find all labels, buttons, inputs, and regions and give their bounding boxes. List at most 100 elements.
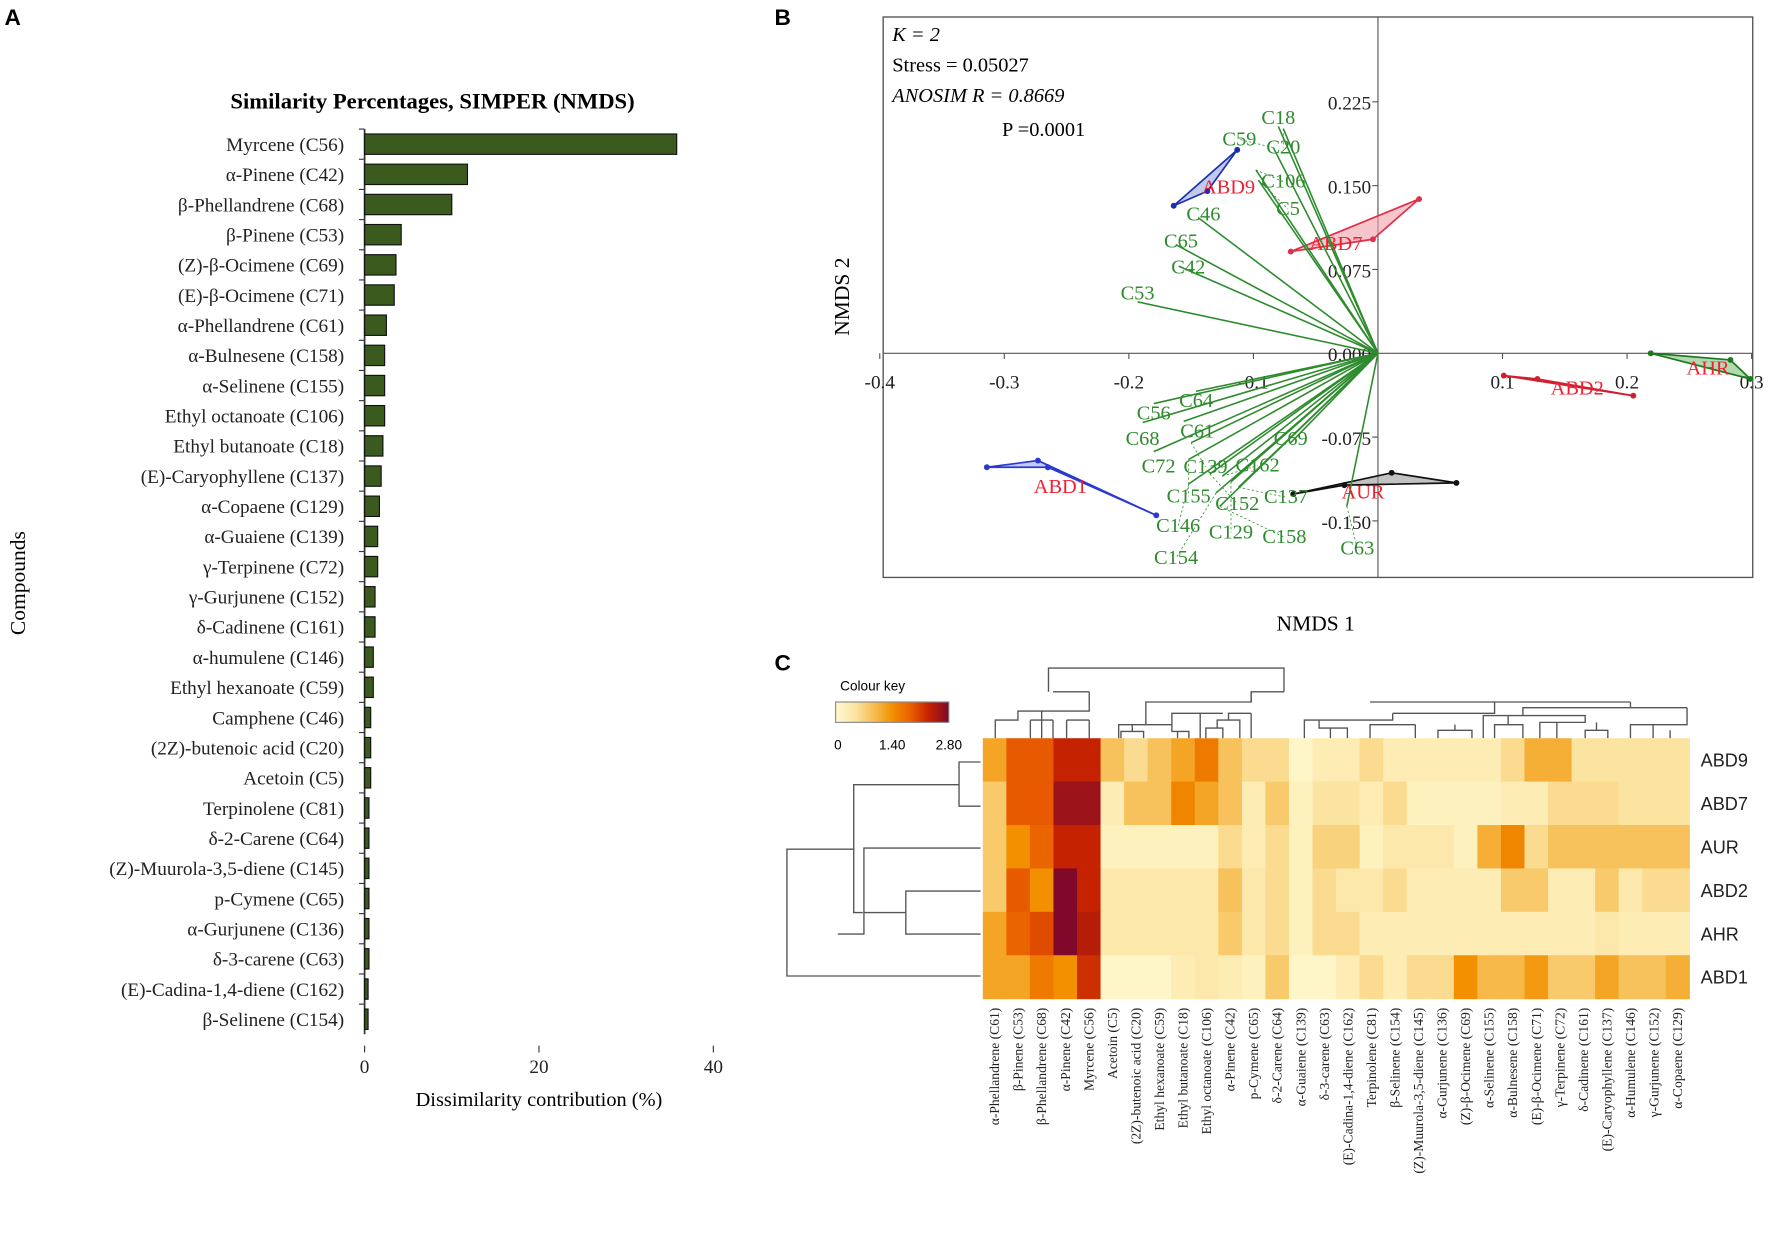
vector-label: C65 — [1164, 230, 1198, 252]
heatmap-cell — [1265, 911, 1290, 956]
heatmap-cell — [1430, 825, 1455, 869]
bar-label: δ-2-Carene (C64) — [209, 829, 345, 850]
heatmap-cell — [1524, 781, 1549, 826]
heatmap-cell — [1336, 738, 1361, 783]
label-leader-line — [1238, 486, 1287, 498]
heatmap-cell — [1312, 955, 1337, 1000]
bar-label: α-Pinene (C42) — [226, 165, 345, 186]
loading-vector — [1153, 352, 1379, 405]
group-label: ABD2 — [1551, 378, 1604, 400]
loading-vector — [1142, 352, 1379, 424]
heatmap-cell — [1477, 825, 1502, 869]
heatmap-column-label: δ-3-carene (C63) — [1317, 1008, 1333, 1101]
bar — [364, 887, 370, 910]
bar-label: α-Gurjunene (C136) — [187, 919, 344, 940]
vector-label: C18 — [1261, 107, 1295, 129]
vector-label: C137 — [1264, 486, 1308, 508]
heatmap-cell — [1571, 738, 1596, 783]
vector-label: C152 — [1215, 493, 1259, 515]
vector-label: C155 — [1167, 485, 1211, 507]
bar — [364, 827, 370, 849]
heatmap-cell — [1077, 911, 1102, 956]
heatmap-column-label: Ethyl butanoate (C18) — [1176, 1008, 1192, 1129]
heatmap-cell — [1171, 955, 1196, 1000]
heatmap-cell — [1595, 825, 1620, 869]
bar-label: α-Selinene (C155) — [202, 376, 344, 397]
vector-label: C64 — [1179, 390, 1213, 412]
sample-point — [1647, 350, 1654, 357]
heatmap-cell — [1642, 955, 1667, 1000]
heatmap-cell — [1406, 911, 1431, 956]
heatmap-cell — [1642, 738, 1667, 783]
bar — [364, 797, 370, 819]
heatmap-cell — [1077, 781, 1102, 826]
heatmap-cell — [1029, 868, 1055, 913]
loading-vector — [1198, 217, 1379, 354]
heatmap-cell — [1288, 955, 1314, 1000]
heatmap-cell — [1430, 955, 1455, 1000]
x-tick-label: 0.2 — [1615, 372, 1639, 393]
panel-letter-b: B — [774, 5, 790, 30]
column-dendrogram — [994, 667, 1688, 739]
label-leader-line — [1209, 473, 1238, 505]
bar-label: Ethyl hexanoate (C59) — [170, 678, 344, 699]
heatmap-row-label: AHR — [1701, 924, 1739, 944]
sample-point — [983, 464, 990, 471]
heatmap-cell — [1383, 955, 1408, 1000]
y-tick-label: -0.150 — [1321, 513, 1371, 534]
heatmap-column-label: (E)-β-Ocimene (C71) — [1529, 1008, 1545, 1125]
heatmap-column-label: α-Humulene (C146) — [1623, 1008, 1639, 1118]
heatmap-cell — [1288, 868, 1314, 913]
loading-vector — [1257, 179, 1379, 354]
x-tick-label: 40 — [704, 1057, 723, 1078]
heatmap-cell — [982, 911, 1007, 956]
heatmap-cell — [1665, 738, 1690, 783]
nmds-xlabel: NMDS 1 — [1277, 612, 1355, 636]
heatmap-cell — [1500, 911, 1526, 956]
heatmap-cell — [1383, 868, 1408, 913]
heatmap-cell — [982, 825, 1007, 869]
heatmap-cell — [1171, 868, 1196, 913]
heatmap-cell — [1124, 738, 1149, 783]
bar — [364, 193, 453, 216]
sample-point — [1500, 372, 1507, 379]
heatmap-cell — [1642, 781, 1667, 826]
bar-label: Acetoin (C5) — [243, 769, 344, 790]
group-label: ABD7 — [1309, 233, 1362, 255]
vector-label: C146 — [1156, 515, 1200, 537]
heatmap-cell — [1477, 781, 1502, 826]
bar-label: Myrcene (C56) — [226, 135, 344, 156]
heatmap-cell — [1359, 738, 1384, 783]
heatmap-cell — [1147, 825, 1172, 869]
heatmap-cell — [1171, 911, 1196, 956]
heatmap-cell — [1288, 781, 1314, 826]
bar — [364, 917, 370, 940]
bar — [364, 525, 379, 548]
heatmap-cell — [1171, 781, 1196, 826]
heatmap-cell — [1100, 738, 1125, 783]
heatmap-cell — [1642, 911, 1667, 956]
heatmap-cell — [1548, 738, 1573, 783]
loading-vector — [1178, 265, 1379, 354]
x-tick-label: 20 — [529, 1057, 548, 1078]
heatmap-cell — [1029, 781, 1055, 826]
heatmap-cell — [1053, 825, 1078, 869]
group-hull — [1650, 352, 1754, 381]
sample-point — [1416, 196, 1423, 202]
bar-label: α-Guaiene (C139) — [204, 527, 344, 548]
heatmap-cell — [1595, 911, 1620, 956]
heatmap-column-label: Ethyl octanoate (C106) — [1199, 1008, 1215, 1135]
bar-label: γ-Terpinene (C72) — [202, 557, 344, 578]
heatmap-cell — [1053, 868, 1078, 913]
heatmap-cell — [1453, 868, 1478, 913]
heatmap-cell — [1665, 955, 1690, 1000]
heatmap-cell — [1595, 868, 1620, 913]
heatmap-cell — [1194, 868, 1219, 913]
heatmap-cell — [1453, 738, 1478, 783]
heatmap-cell — [1194, 911, 1219, 956]
annotation-anosim: ANOSIM R = 0.8669 — [890, 85, 1064, 107]
vector-label: C139 — [1183, 456, 1227, 478]
heatmap-cell — [1642, 868, 1667, 913]
heatmap-cell — [1288, 825, 1314, 869]
heatmap-cell — [1359, 911, 1384, 956]
